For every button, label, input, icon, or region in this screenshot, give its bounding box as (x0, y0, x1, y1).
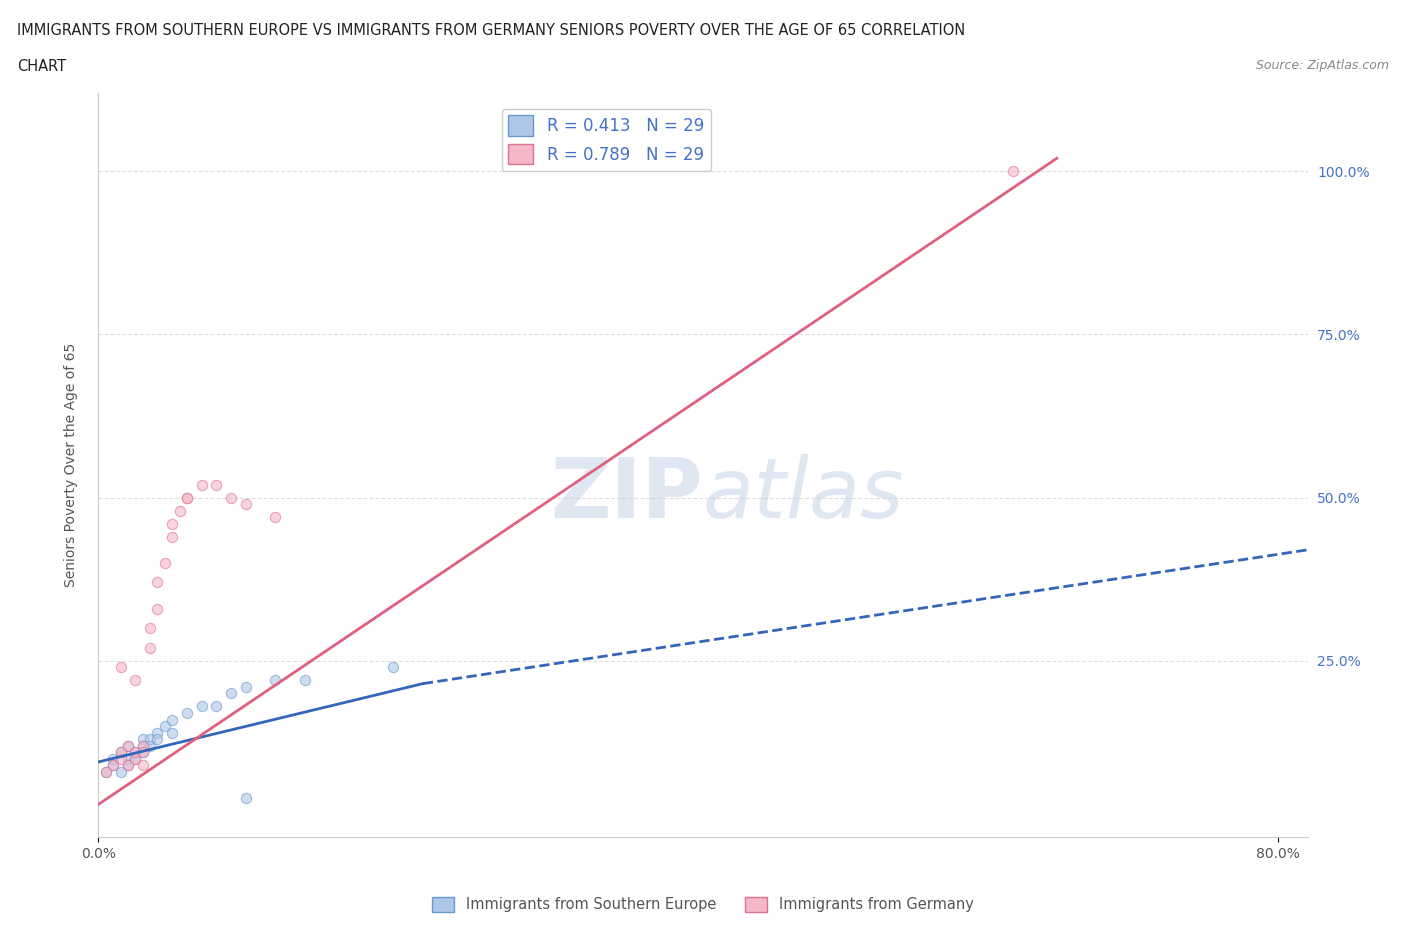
Point (146, 575, 169, 590)
Point (131, 745, 153, 760)
Point (219, 490, 242, 505)
Point (176, 490, 198, 505)
Point (101, 758, 124, 773)
Point (117, 751, 139, 766)
Point (139, 620, 162, 635)
Point (176, 706, 198, 721)
Text: CHART: CHART (17, 59, 66, 73)
Point (124, 751, 146, 766)
Point (139, 732, 162, 747)
Point (219, 686, 242, 701)
Point (117, 758, 139, 773)
Point (205, 477, 228, 492)
Point (124, 673, 146, 688)
Point (124, 745, 146, 760)
Point (382, 660, 405, 675)
Point (117, 738, 139, 753)
Y-axis label: Seniors Poverty Over the Age of 65: Seniors Poverty Over the Age of 65 (63, 343, 77, 587)
Point (146, 732, 169, 747)
Point (146, 601, 169, 616)
Point (131, 738, 153, 753)
Point (264, 510, 287, 525)
Point (190, 477, 212, 492)
Point (117, 738, 139, 753)
Point (131, 745, 153, 760)
Point (1001, 164, 1024, 179)
Point (160, 725, 183, 740)
Point (101, 758, 124, 773)
Text: IMMIGRANTS FROM SOUTHERN EUROPE VS IMMIGRANTS FROM GERMANY SENIORS POVERTY OVER : IMMIGRANTS FROM SOUTHERN EUROPE VS IMMIG… (17, 23, 965, 38)
Point (264, 673, 287, 688)
Point (94, 764, 117, 779)
Text: Source: ZipAtlas.com: Source: ZipAtlas.com (1256, 59, 1389, 72)
Point (176, 490, 198, 505)
Point (124, 751, 146, 766)
Point (110, 745, 132, 760)
Point (131, 738, 153, 753)
Point (117, 758, 139, 773)
Text: atlas: atlas (703, 454, 904, 536)
Point (205, 699, 228, 714)
Point (139, 738, 162, 753)
Point (139, 640, 162, 655)
Point (110, 660, 132, 675)
Point (169, 503, 191, 518)
Point (160, 516, 183, 531)
Point (101, 751, 124, 766)
Point (110, 764, 132, 779)
Point (160, 529, 183, 544)
Text: ZIP: ZIP (551, 454, 703, 536)
Point (235, 497, 257, 512)
Point (190, 699, 212, 714)
Point (131, 758, 153, 773)
Point (131, 732, 153, 747)
Point (110, 745, 132, 760)
Point (94, 764, 117, 779)
Point (110, 751, 132, 766)
Point (235, 680, 257, 695)
Point (160, 712, 183, 727)
Point (146, 725, 169, 740)
Legend: R = 0.413   N = 29, R = 0.789   N = 29: R = 0.413 N = 29, R = 0.789 N = 29 (502, 109, 710, 171)
Point (153, 719, 176, 734)
Legend: Immigrants from Southern Europe, Immigrants from Germany: Immigrants from Southern Europe, Immigra… (426, 891, 980, 918)
Point (235, 790, 257, 805)
Point (294, 673, 316, 688)
Point (153, 555, 176, 570)
Point (124, 745, 146, 760)
